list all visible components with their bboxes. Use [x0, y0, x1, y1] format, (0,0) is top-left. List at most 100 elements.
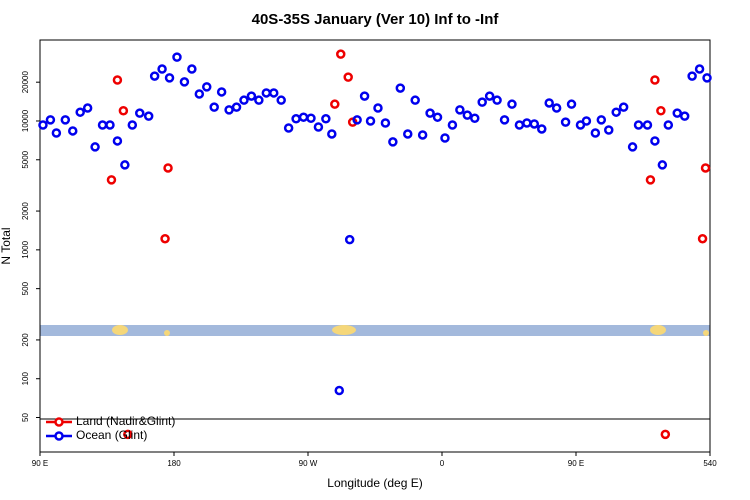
- x-tick-label: 540: [703, 459, 717, 468]
- point: [537, 124, 547, 134]
- point: [90, 142, 100, 152]
- point: [650, 75, 660, 85]
- point: [596, 115, 607, 125]
- point: [679, 111, 690, 121]
- point: [344, 234, 355, 245]
- point: [388, 137, 398, 147]
- point: [694, 64, 705, 74]
- point: [172, 52, 182, 62]
- point: [702, 73, 712, 83]
- point: [120, 160, 130, 170]
- point: [164, 73, 175, 83]
- point: [417, 130, 428, 140]
- land-shape: [650, 325, 666, 335]
- point: [551, 103, 562, 113]
- point: [373, 103, 383, 113]
- point: [163, 163, 173, 173]
- point: [118, 106, 129, 116]
- land-shape: [164, 330, 170, 336]
- point: [590, 128, 601, 138]
- point: [499, 115, 510, 125]
- point: [544, 98, 554, 108]
- legend-label: Land (Nadir&Glint): [76, 414, 175, 428]
- point: [306, 113, 316, 123]
- point: [68, 126, 78, 136]
- point: [336, 49, 346, 59]
- point: [440, 133, 450, 143]
- point: [327, 129, 337, 139]
- point: [447, 120, 458, 130]
- x-axis-label: Longitude (deg E): [327, 476, 422, 490]
- point: [477, 97, 487, 107]
- x-tick-label: 90 E: [32, 459, 48, 468]
- y-tick-label: 2000: [21, 202, 30, 220]
- point: [321, 114, 331, 124]
- point: [127, 120, 138, 130]
- point: [507, 99, 517, 109]
- point: [642, 120, 653, 130]
- point: [697, 233, 708, 244]
- point: [660, 429, 671, 440]
- point: [604, 125, 614, 135]
- point: [566, 99, 577, 109]
- point: [209, 102, 219, 112]
- point: [106, 175, 117, 185]
- point: [160, 233, 170, 244]
- y-axis-label: N Total: [0, 227, 13, 264]
- point: [112, 75, 123, 85]
- point: [82, 103, 93, 113]
- point: [194, 89, 205, 99]
- point: [687, 71, 697, 81]
- y-tick-label: 10000: [21, 109, 30, 132]
- y-tick-label: 500: [21, 281, 30, 295]
- point: [187, 64, 197, 74]
- point: [334, 385, 345, 396]
- point: [60, 115, 71, 125]
- point: [105, 120, 115, 130]
- x-tick-label: 180: [167, 459, 181, 468]
- chart-title: 40S-35S January (Ver 10) Inf to -Inf: [252, 11, 500, 28]
- point: [365, 116, 376, 126]
- point: [75, 107, 85, 117]
- y-tick-label: 20000: [21, 71, 30, 94]
- point: [231, 102, 242, 112]
- x-tick-label: 90 E: [568, 459, 584, 468]
- point: [650, 136, 660, 146]
- point: [239, 95, 249, 105]
- point: [432, 112, 443, 122]
- point: [700, 163, 711, 173]
- point: [254, 95, 264, 105]
- point: [484, 91, 495, 101]
- point: [179, 77, 190, 87]
- y-tick-label: 200: [21, 333, 30, 347]
- point: [313, 122, 324, 132]
- point: [656, 106, 666, 116]
- point: [395, 83, 406, 93]
- point: [627, 142, 638, 152]
- point: [492, 95, 502, 105]
- point: [380, 118, 391, 128]
- point: [149, 71, 160, 81]
- point: [657, 160, 668, 170]
- point: [581, 116, 592, 126]
- point: [403, 129, 413, 139]
- plot-frame: [39, 39, 711, 453]
- point: [611, 107, 621, 117]
- point: [123, 429, 133, 440]
- point: [672, 108, 682, 118]
- map-strip: [40, 325, 710, 336]
- legend-marker: [54, 431, 64, 441]
- point: [618, 102, 629, 112]
- point: [202, 82, 212, 92]
- point: [269, 88, 279, 98]
- point: [462, 110, 473, 120]
- y-tick-label: 1000: [21, 240, 30, 258]
- point: [330, 99, 340, 109]
- legend-marker: [54, 417, 64, 427]
- point: [352, 115, 362, 125]
- point: [455, 105, 465, 115]
- land-shape: [332, 325, 356, 335]
